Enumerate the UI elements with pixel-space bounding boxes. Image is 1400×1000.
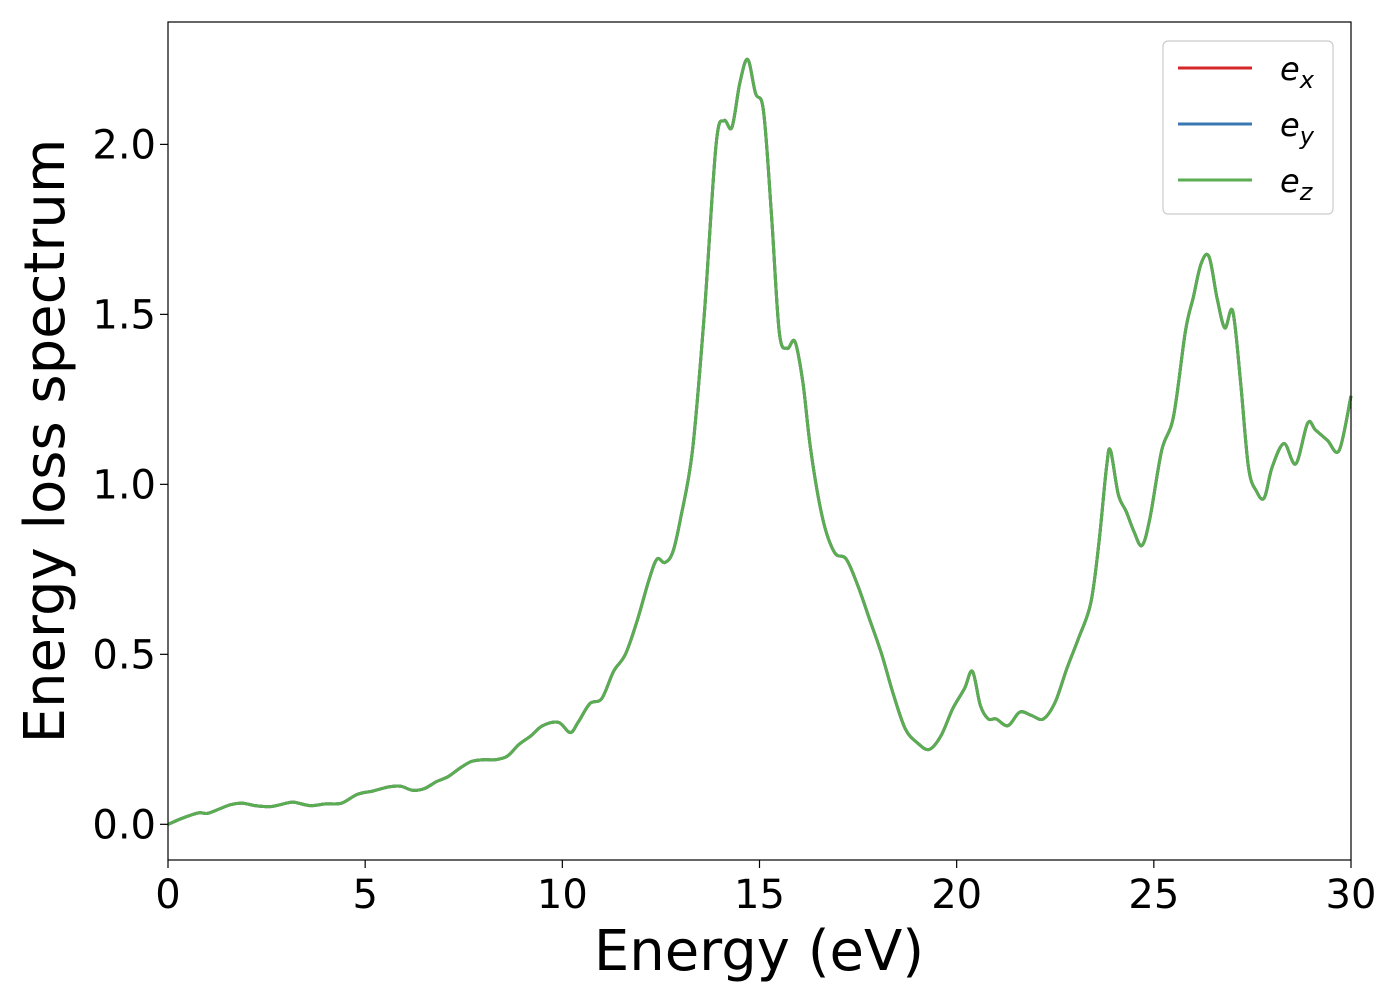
legend-label-x: ex [1280, 50, 1315, 94]
legend-box [1162, 40, 1334, 215]
legend-label-subscript: z [1299, 178, 1314, 206]
series-line-z [167, 57, 1353, 826]
x-tick-label: 25 [1128, 872, 1179, 918]
x-tick-label: 5 [352, 872, 377, 918]
x-tick-label: 10 [537, 872, 588, 918]
legend-label-y: ey [1280, 106, 1315, 150]
legend-label-base: e [1280, 162, 1300, 200]
legend-label-subscript: y [1299, 122, 1315, 150]
x-tick-label: 0 [155, 872, 180, 918]
legend-label-z: ez [1280, 162, 1314, 206]
y-tick-label: 1.5 [92, 292, 156, 338]
x-tick-label: 20 [931, 872, 982, 918]
legend-label-base: e [1280, 106, 1300, 144]
series-layer [167, 57, 1353, 826]
x-axis-title: Energy (eV) [594, 919, 924, 984]
y-tick-label: 0.0 [92, 802, 156, 848]
legend-label-subscript: x [1299, 66, 1315, 94]
x-axis: 0 5 10 15 20 25 30 [155, 860, 1376, 918]
y-axis: 0.0 0.5 1.0 1.5 2.0 [92, 122, 168, 848]
y-axis-title: Energy loss spectrum [13, 139, 78, 744]
x-tick-label: 30 [1326, 872, 1377, 918]
y-tick-label: 1.0 [92, 462, 156, 508]
y-tick-label: 2.0 [92, 122, 156, 168]
y-tick-label: 0.5 [92, 632, 156, 678]
x-tick-label: 15 [734, 872, 785, 918]
legend-label-base: e [1280, 50, 1300, 88]
